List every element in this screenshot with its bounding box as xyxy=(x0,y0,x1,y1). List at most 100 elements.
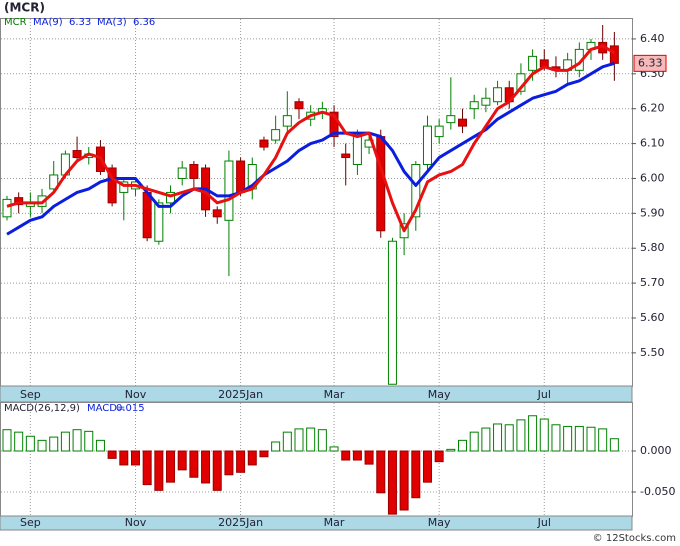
legend-ma3-value: 6.36 xyxy=(133,17,155,28)
macd-bar xyxy=(236,450,246,473)
y-tick-label: 0.000 xyxy=(640,444,672,457)
price-tag-label: 6.33 xyxy=(638,56,663,69)
macd-bar xyxy=(317,429,327,452)
candle-body xyxy=(49,174,59,190)
macd-bar xyxy=(259,450,269,458)
macd-bar xyxy=(387,450,397,515)
macd-bar xyxy=(84,430,94,452)
macd-bar xyxy=(609,438,619,452)
macd-value: 0.015 xyxy=(116,403,145,414)
candle-body xyxy=(329,111,339,138)
macd-bar xyxy=(177,450,187,471)
chart-title: (MCR) xyxy=(4,1,45,15)
macd-bar xyxy=(154,450,164,491)
macd-bar xyxy=(60,431,70,452)
candle-body xyxy=(376,136,386,232)
y-tick-label: 6.40 xyxy=(640,32,665,45)
candle-body xyxy=(271,129,281,141)
macd-title: MACD(26,12,9) xyxy=(4,403,80,414)
y-tick-label: -0.050 xyxy=(640,485,675,498)
candle-body xyxy=(411,164,421,218)
candle-body xyxy=(72,150,82,159)
candle-body xyxy=(177,167,187,179)
macd-bar xyxy=(516,419,526,452)
x-tick-label: Sep xyxy=(20,516,41,529)
candle-body xyxy=(236,160,246,193)
y-tick-label: 5.50 xyxy=(640,346,665,359)
macd-bar xyxy=(411,450,421,499)
macd-bar xyxy=(399,450,409,511)
legend-ma9-value: 6.33 xyxy=(69,17,91,28)
candle-body xyxy=(352,136,362,166)
ma-line xyxy=(6,61,615,236)
macd-bar xyxy=(49,436,59,452)
macd-bar xyxy=(551,424,561,452)
macd-bar xyxy=(504,424,514,452)
x-tick-label: 2025Jan xyxy=(218,388,263,401)
macd-bar xyxy=(247,450,257,466)
macd-bar xyxy=(329,446,339,452)
macd-bar xyxy=(574,425,584,452)
macd-bar xyxy=(422,450,432,483)
macd-bar xyxy=(446,448,456,452)
candle-body xyxy=(469,101,479,110)
macd-bar xyxy=(201,450,211,484)
x-tick-label: 2025Jan xyxy=(218,516,263,529)
candle-body xyxy=(458,118,468,127)
candle-body xyxy=(282,115,292,127)
macd-bar xyxy=(341,450,351,461)
macd-bar xyxy=(376,450,386,494)
y-tick-label: 6.00 xyxy=(640,171,665,184)
macd-bar xyxy=(294,428,304,452)
macd-bar xyxy=(25,435,35,452)
y-tick-label: 6.20 xyxy=(640,102,665,115)
x-tick-label: Jul xyxy=(537,516,551,529)
macd-bar xyxy=(458,439,468,452)
macd-bar xyxy=(586,426,596,452)
candle-body xyxy=(422,125,432,166)
x-tick-label: Nov xyxy=(125,388,147,401)
legend-ma9: MA(9) xyxy=(33,17,63,28)
macd-bar xyxy=(493,423,503,452)
macd-bar xyxy=(95,439,105,452)
candle-body xyxy=(154,202,164,242)
macd-bar xyxy=(563,425,573,452)
y-tick-label: 6.10 xyxy=(640,137,665,150)
y-tick-label: 5.70 xyxy=(640,276,665,289)
x-tick-label: Mar xyxy=(324,388,345,401)
x-tick-label: May xyxy=(428,516,451,529)
macd-bar xyxy=(271,441,281,452)
macd-bar xyxy=(539,418,549,452)
x-axis-band xyxy=(0,515,633,531)
macd-bar xyxy=(224,450,234,476)
macd-bar xyxy=(119,450,129,466)
candle-body xyxy=(528,55,538,71)
macd-bar xyxy=(72,429,82,452)
candle-body xyxy=(387,240,397,385)
macd-bar xyxy=(306,427,316,452)
candle-body xyxy=(493,87,503,103)
candle-body xyxy=(166,191,176,204)
x-tick-label: Sep xyxy=(20,388,41,401)
x-tick-label: Mar xyxy=(324,516,345,529)
ma-line xyxy=(6,44,616,233)
macd-bar xyxy=(434,450,444,463)
macd-bar xyxy=(2,429,12,452)
x-tick-label: May xyxy=(428,388,451,401)
candle-body xyxy=(609,45,619,64)
macd-bar xyxy=(14,431,24,452)
candle-body xyxy=(119,181,129,193)
candle-body xyxy=(259,139,269,148)
macd-bar xyxy=(130,450,140,466)
macd-bar xyxy=(212,450,222,491)
candle-body xyxy=(341,153,351,159)
candle-body xyxy=(434,125,444,138)
candle-body xyxy=(107,167,117,204)
y-tick-label: 5.60 xyxy=(640,311,665,324)
legend-ma3: MA(3) xyxy=(97,17,127,28)
footer: © 12Stocks.com xyxy=(593,533,676,544)
macd-name: MACD= xyxy=(87,403,125,414)
candle-body xyxy=(446,115,456,124)
macd-bar xyxy=(37,439,47,452)
